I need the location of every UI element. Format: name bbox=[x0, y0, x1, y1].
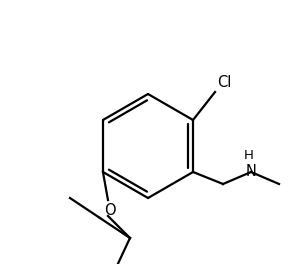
Text: N: N bbox=[246, 164, 256, 180]
Text: Cl: Cl bbox=[217, 75, 231, 90]
Text: O: O bbox=[104, 203, 116, 218]
Text: H: H bbox=[244, 149, 254, 162]
